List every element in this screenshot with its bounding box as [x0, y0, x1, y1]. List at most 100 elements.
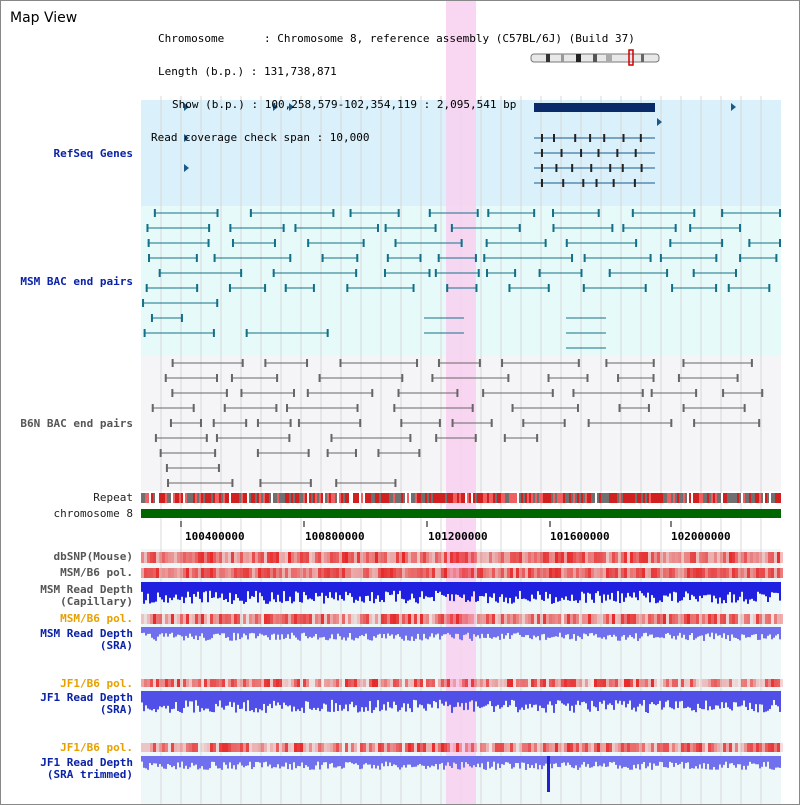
- b6n-end: [159, 449, 162, 457]
- msm-cap-depth: [547, 582, 549, 599]
- msm-pol-cell: [219, 568, 222, 578]
- dbsnp-label[interactable]: dbSNP(Mouse): [53, 550, 133, 563]
- repeat-cell: [249, 493, 251, 503]
- jf1-pol2-cell: [330, 743, 333, 752]
- msm-sra-depth: [289, 627, 291, 639]
- jf1-pol2-cell: [336, 743, 339, 752]
- refseq-genes-label[interactable]: RefSeq Genes: [53, 147, 133, 160]
- dbsnp-cell: [516, 552, 519, 563]
- jf1-trim-depth: [291, 756, 293, 770]
- jf1-trim-depth: [167, 756, 169, 765]
- jf1-trim-depth: [631, 756, 633, 770]
- msm-pol-cell: [510, 568, 513, 578]
- jf1-pol2-cell: [255, 743, 258, 752]
- repeat-cell: [523, 493, 525, 503]
- b6n-end: [371, 389, 374, 397]
- jf1-trim-depth: [773, 756, 775, 770]
- msm-sra-depth: [275, 627, 277, 640]
- jf1-sra-depth: [233, 691, 235, 703]
- msm-sra-depth: [207, 627, 209, 640]
- msm-pol-cell: [645, 568, 648, 578]
- msm-pol2-cell: [555, 614, 558, 624]
- msm-pol2-cell: [276, 614, 279, 624]
- jf1-trim-depth: [459, 756, 461, 770]
- repeat-cell: [461, 493, 463, 503]
- jf1-sra-depth: [445, 691, 447, 702]
- jf1-trim-depth: [287, 756, 289, 770]
- jf1-sra-depth: [631, 691, 633, 710]
- msm-pol-cell: [693, 568, 696, 578]
- jf1-pol2-cell: [624, 743, 627, 752]
- jf1-sra-depth: [683, 691, 685, 709]
- repeat-cell: [299, 493, 301, 503]
- msm-sra-depth: [715, 627, 717, 634]
- repeat-cell: [361, 493, 363, 503]
- msm-sra-depth: [353, 627, 355, 641]
- msm-sra-depth: [607, 627, 609, 636]
- dbsnp-cell: [228, 552, 231, 563]
- msm-cap-depth: [569, 582, 571, 601]
- jf1-sra-depth: [261, 691, 263, 711]
- msm-cap-depth: [155, 582, 157, 602]
- msm-sra-depth: [453, 627, 455, 639]
- msm-sra-depth: [685, 627, 687, 640]
- msm-read-sra-label[interactable]: MSM Read Depth (SRA): [40, 628, 133, 652]
- msm-b6-pol-2-label[interactable]: MSM/B6 pol.: [60, 612, 133, 625]
- jf1-trim-depth: [675, 756, 677, 763]
- repeat-cell: [547, 493, 549, 503]
- msm-cap-depth: [553, 582, 555, 603]
- jf1-b6-pol-label[interactable]: JF1/B6 pol.: [60, 677, 133, 690]
- bac-end: [196, 284, 199, 292]
- msm-b6-pol-label[interactable]: MSM/B6 pol.: [60, 566, 133, 579]
- msm-pol-cell: [345, 568, 348, 578]
- repeat-cell: [425, 493, 427, 503]
- jf1-trim-label[interactable]: JF1 Read Depth (SRA trimmed): [40, 757, 133, 781]
- msm-sra-depth: [323, 627, 325, 637]
- jf1-trim-depth: [215, 756, 217, 766]
- jf1-trim-depth: [311, 756, 313, 770]
- jf1-trim-depth: [587, 756, 589, 765]
- jf1-pol2-cell: [753, 743, 756, 752]
- jf1-pol-cell: [681, 679, 684, 687]
- dbsnp-cell: [309, 552, 312, 563]
- msm-bac-label[interactable]: MSM BAC end pairs: [20, 275, 133, 288]
- jf1-sra-depth: [221, 691, 223, 708]
- jf1-pol-cell: [261, 679, 264, 687]
- jf1-sra-depth: [583, 691, 585, 702]
- msm-pol-cell: [705, 568, 708, 578]
- msm-sra-depth: [297, 627, 299, 640]
- repeat-cell: [707, 493, 709, 503]
- repeat-cell: [711, 493, 713, 503]
- msm-sra-depth: [173, 627, 175, 638]
- b6n-bac-label[interactable]: B6N BAC end pairs: [20, 417, 133, 430]
- jf1-sra-depth: [205, 691, 207, 709]
- msm-sra-depth: [393, 627, 395, 639]
- msm-cap-depth: [447, 582, 449, 595]
- dbsnp-cell: [183, 552, 186, 563]
- msm-sra-depth: [189, 627, 191, 634]
- jf1-sra-depth: [235, 691, 237, 713]
- jf1-trim-depth: [471, 756, 473, 768]
- jf1-b6-pol-2-label[interactable]: JF1/B6 pol.: [60, 741, 133, 754]
- jf1-sra-depth: [593, 691, 595, 707]
- jf1-pol-cell: [579, 679, 582, 687]
- b6n-end: [377, 449, 380, 457]
- jf1-pol2-cell: [717, 743, 720, 752]
- b6n-end: [264, 359, 267, 367]
- msm-sra-depth: [433, 627, 435, 638]
- b6n-end: [335, 479, 338, 487]
- msm-pol2-cell: [327, 614, 330, 624]
- msm-pol2-cell: [678, 614, 681, 624]
- bac-end: [547, 284, 550, 292]
- jf1-read-sra-label[interactable]: JF1 Read Depth (SRA): [40, 692, 133, 716]
- dbsnp-cell: [501, 552, 504, 563]
- jf1-sra-depth: [775, 691, 777, 705]
- jf1-sra-depth: [279, 691, 281, 706]
- jf1-pol-cell: [144, 679, 147, 687]
- jf1-sra-depth: [195, 691, 197, 701]
- msm-read-cap-label[interactable]: MSM Read Depth (Capillary): [40, 584, 133, 608]
- jf1-pol-cell: [582, 679, 585, 687]
- jf1-pol-cell: [651, 679, 654, 687]
- repeat-cell: [749, 493, 751, 503]
